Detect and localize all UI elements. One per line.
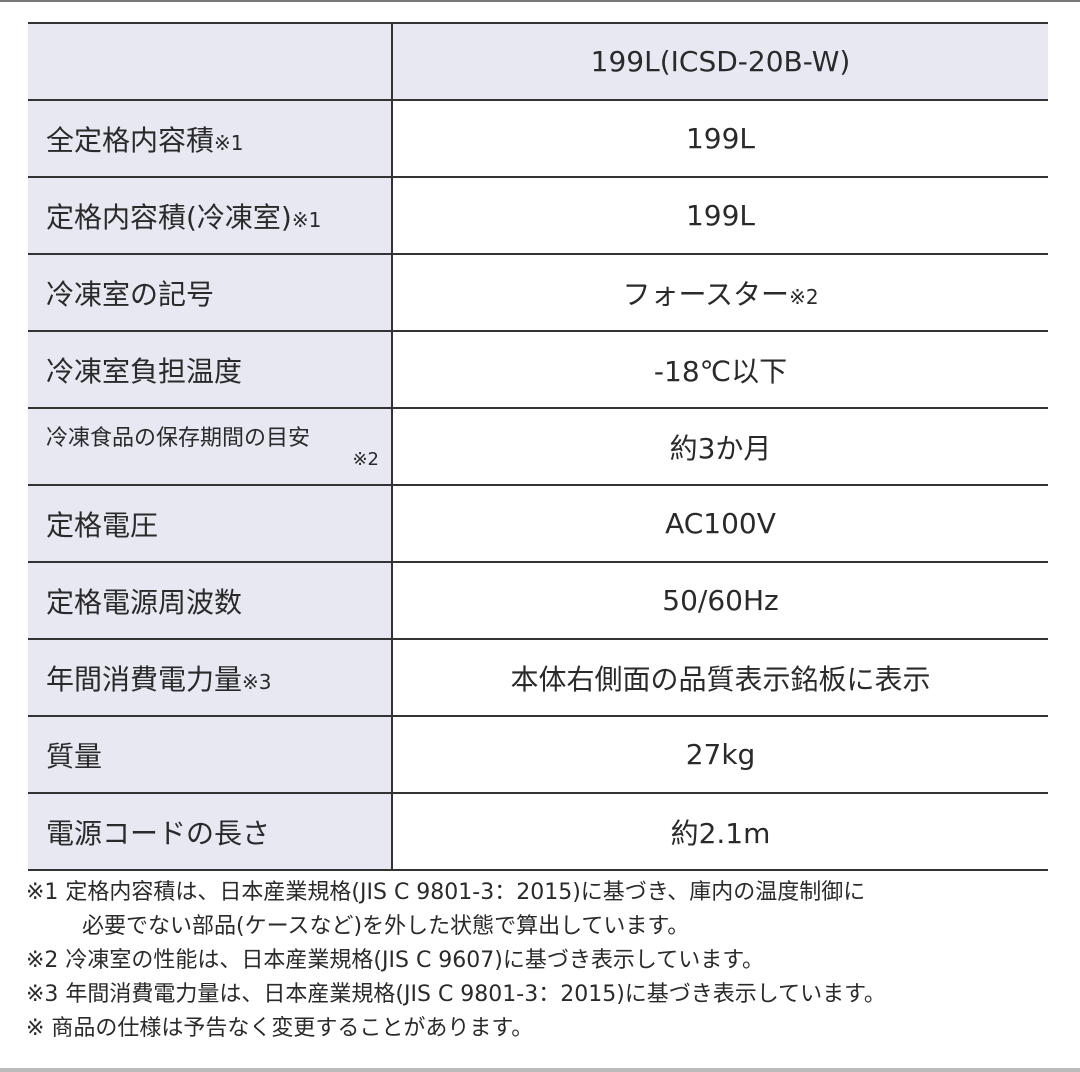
label-text: 質量 bbox=[46, 739, 103, 773]
table-row: 全定格内容積※1 199L bbox=[28, 99, 1048, 178]
spec-table: 199L(ICSD-20B-W) 全定格内容積※1 199L 定格内容積(冷凍室… bbox=[28, 22, 1048, 871]
label-text: 定格電源周波数 bbox=[46, 585, 243, 619]
row-value: 約2.1m bbox=[392, 792, 1048, 871]
header-model: 199L(ICSD-20B-W) bbox=[392, 22, 1048, 101]
label-text: 全定格内容積 bbox=[46, 123, 215, 157]
row-label: 年間消費電力量※3 bbox=[28, 638, 393, 717]
footnote-mark: ※2 bbox=[789, 284, 819, 309]
footnote-mark: ※3 bbox=[242, 669, 272, 694]
table-row: 冷凍室負担温度 -18℃以下 bbox=[28, 330, 1048, 409]
table-row: 冷凍室の記号 フォースター※2 bbox=[28, 253, 1048, 332]
row-value: フォースター※2 bbox=[392, 253, 1048, 332]
label-text: 年間消費電力量 bbox=[46, 662, 243, 696]
footnote-mark: ※1 bbox=[291, 207, 322, 232]
label-text: 冷凍室負担温度 bbox=[46, 354, 243, 388]
table-row: 年間消費電力量※3 本体右側面の品質表示銘板に表示 bbox=[28, 638, 1048, 717]
table-row: 定格電圧 AC100V bbox=[28, 484, 1048, 563]
footnote-1: ※1 定格内容積は、日本産業規格(JIS C 9801-3：2015)に基づき、… bbox=[26, 880, 866, 905]
bottom-divider bbox=[0, 1068, 1080, 1072]
footnotes: ※1 定格内容積は、日本産業規格(JIS C 9801-3：2015)に基づき、… bbox=[26, 876, 886, 1046]
row-value: 27kg bbox=[392, 715, 1048, 794]
header-blank-cell bbox=[28, 22, 393, 101]
row-value: AC100V bbox=[392, 484, 1048, 563]
label-text: 冷凍食品の保存期間の目安 bbox=[46, 425, 311, 451]
row-label: 定格電源周波数 bbox=[28, 561, 393, 640]
label-text: 電源コードの長さ bbox=[46, 816, 271, 850]
top-divider bbox=[0, 0, 1080, 2]
footnote-3: ※3 年間消費電力量は、日本産業規格(JIS C 9801-3：2015)に基づ… bbox=[26, 982, 886, 1007]
row-value: -18℃以下 bbox=[392, 330, 1048, 409]
row-value: 50/60Hz bbox=[392, 561, 1048, 640]
table-header-row: 199L(ICSD-20B-W) bbox=[28, 22, 1048, 101]
table-row: 定格電源周波数 50/60Hz bbox=[28, 561, 1048, 640]
table-row: 電源コードの長さ 約2.1m bbox=[28, 792, 1048, 871]
row-value: 本体右側面の品質表示銘板に表示 bbox=[392, 638, 1048, 717]
table-row: 定格内容積(冷凍室)※1 199L bbox=[28, 176, 1048, 255]
footnote-general: ※ 商品の仕様は予告なく変更することがあります。 bbox=[26, 1016, 534, 1041]
row-value: 約3か月 bbox=[392, 407, 1048, 486]
row-label: 全定格内容積※1 bbox=[28, 99, 393, 178]
row-label: 冷凍室の記号 bbox=[28, 253, 393, 332]
row-label: 電源コードの長さ bbox=[28, 792, 393, 871]
row-value: 199L bbox=[392, 176, 1048, 255]
row-value: 199L bbox=[392, 99, 1048, 178]
table-row: 冷凍食品の保存期間の目安 ※2 約3か月 bbox=[28, 407, 1048, 486]
footnote-1-cont: 必要でない部品(ケースなど)を外した状態で算出しています。 bbox=[82, 914, 690, 939]
row-label: 定格電圧 bbox=[28, 484, 393, 563]
value-text: フォースター bbox=[622, 277, 790, 311]
footnote-mark: ※2 bbox=[352, 448, 379, 470]
footnote-mark: ※1 bbox=[214, 130, 244, 155]
row-label: 冷凍食品の保存期間の目安 ※2 bbox=[28, 407, 393, 486]
table-row: 質量 27kg bbox=[28, 715, 1048, 794]
label-text: 定格内容積(冷凍室) bbox=[46, 200, 292, 234]
row-label: 質量 bbox=[28, 715, 393, 794]
row-label: 冷凍室負担温度 bbox=[28, 330, 393, 409]
footnote-2: ※2 冷凍室の性能は、日本産業規格(JIS C 9607)に基づき表示しています… bbox=[26, 948, 765, 973]
label-text: 冷凍室の記号 bbox=[46, 277, 215, 311]
label-text: 定格電圧 bbox=[46, 508, 159, 542]
row-label: 定格内容積(冷凍室)※1 bbox=[28, 176, 393, 255]
